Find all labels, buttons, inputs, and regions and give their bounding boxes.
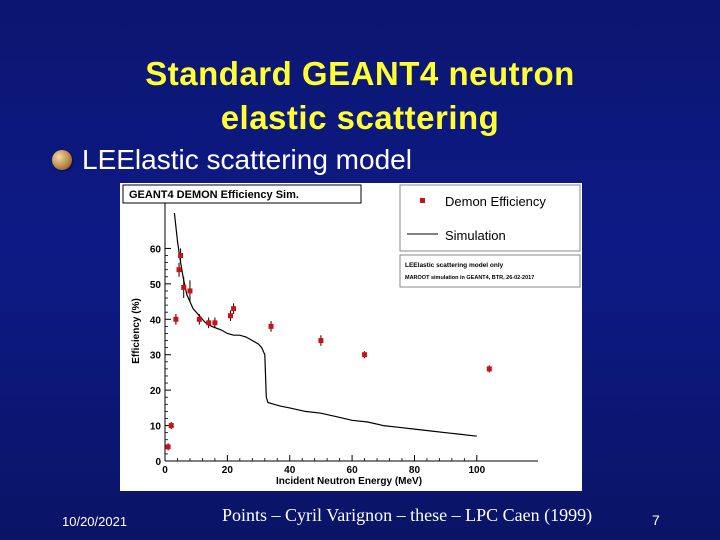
slide-title-line-1: Standard GEANT4 neutron: [145, 55, 575, 92]
y-tick-label: 30: [150, 351, 162, 362]
efficiency-point: [187, 288, 193, 294]
annotation-line-1: LEElastic scattering model only: [405, 262, 504, 269]
efficiency-point: [212, 320, 218, 326]
x-tick-label: 40: [284, 465, 296, 476]
bullet-text: LEElastic scattering model: [82, 144, 412, 175]
y-tick-label: 0: [155, 457, 161, 468]
efficiency-point: [362, 352, 368, 358]
legend-label-line: Simulation: [445, 228, 506, 243]
y-axis-label: Efficiency (%): [131, 298, 142, 364]
x-tick-label: 100: [468, 465, 485, 476]
y-tick-label: 20: [150, 386, 162, 397]
efficiency-point: [173, 316, 179, 322]
y-tick-label: 60: [150, 244, 162, 255]
footer-caption: Points – Cyril Varignon – these – LPC Ca…: [222, 505, 593, 525]
efficiency-point: [206, 320, 212, 326]
efficiency-point: [318, 338, 324, 344]
footer-date: 10/20/2021: [62, 514, 128, 529]
x-tick-label: 0: [162, 465, 168, 476]
efficiency-point: [486, 366, 492, 372]
chart-title-box: [122, 184, 362, 204]
slide-title: Standard GEANT4 neutron elastic scatteri…: [60, 52, 660, 140]
annotation-box: [399, 254, 581, 288]
x-axis-label: Incident Neutron Energy (MeV): [276, 476, 422, 487]
efficiency-point: [227, 313, 233, 319]
legend-marker-points: [420, 198, 425, 203]
simulation-curve: [173, 212, 477, 437]
bullet-item: LEElastic scattering model: [52, 142, 412, 178]
efficiency-point: [178, 253, 184, 259]
y-tick-label: 50: [150, 280, 162, 291]
efficiency-point: [231, 306, 237, 312]
y-tick-label: 10: [150, 422, 162, 433]
x-tick-label: 80: [409, 465, 421, 476]
simulation-curve-group: [173, 212, 477, 437]
page-number: 7: [652, 512, 660, 528]
efficiency-point: [196, 316, 202, 322]
efficiency-point: [181, 284, 187, 290]
axes-group: 0 20 40 60 80 100 0 10 20 30 40 50 60: [150, 203, 538, 476]
chart-title: GEANT4 DEMON Efficiency Sim.: [129, 189, 299, 201]
efficiency-point: [268, 323, 274, 329]
x-tick-label: 60: [347, 465, 359, 476]
legend-box: [399, 184, 581, 252]
efficiency-point: [176, 267, 182, 273]
legend-label-points: Demon Efficiency: [445, 194, 546, 209]
annotation-line-2: MAROOT simulation in GEANT4, BTR, 26-02-…: [405, 275, 534, 281]
efficiency-chart: GEANT4 DEMON Efficiency Sim. Demon Effic…: [122, 184, 581, 487]
efficiency-point: [165, 444, 171, 450]
y-tick-label: 40: [150, 315, 162, 326]
chart-panel: GEANT4 DEMON Efficiency Sim. Demon Effic…: [120, 183, 582, 491]
efficiency-points-group: [165, 248, 492, 451]
x-tick-label: 20: [222, 465, 234, 476]
slide-title-line-2: elastic scattering: [220, 99, 500, 136]
efficiency-point: [168, 423, 174, 429]
bullet-icon: [52, 150, 72, 170]
